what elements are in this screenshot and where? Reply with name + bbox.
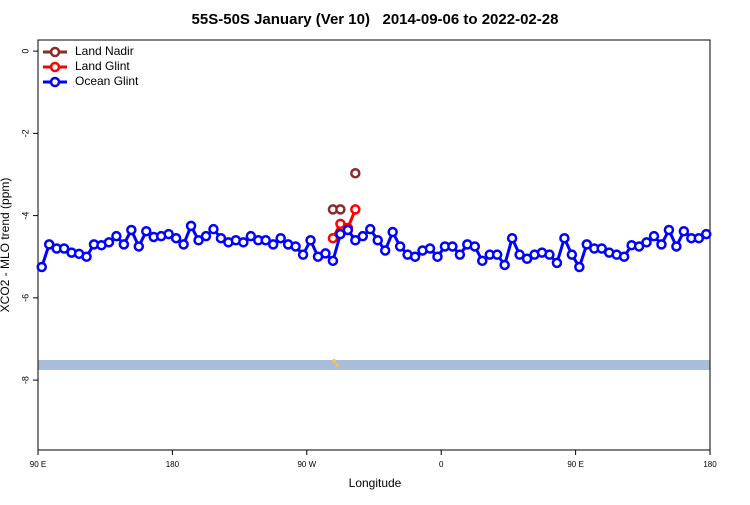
data-point: [574, 261, 585, 273]
data-point: [499, 259, 510, 271]
data-point: [648, 230, 660, 242]
data-point: [43, 239, 55, 250]
data-point: [618, 251, 630, 262]
x-tick-label: 0: [439, 460, 444, 469]
data-point: [350, 235, 361, 246]
data-point: [193, 235, 204, 246]
y-axis-label: XCO2 - MLO trend (ppm): [0, 178, 12, 313]
data-point: [267, 239, 279, 250]
data-point: [447, 241, 458, 252]
legend-marker: [49, 61, 61, 73]
data-point: [514, 249, 525, 260]
data-point: [387, 226, 398, 238]
data-point: [596, 243, 607, 254]
band-dot: [335, 363, 339, 367]
x-tick-label: 90 E: [567, 460, 583, 469]
data-point: [357, 230, 369, 242]
data-point: [200, 230, 212, 242]
legend-marker: [49, 46, 61, 58]
data-point: [111, 230, 122, 242]
chart-title: 55S-50S January (Ver 10) 2014-09-06 to 2…: [192, 11, 559, 28]
data-point: [163, 228, 174, 240]
data-point: [275, 232, 286, 244]
y-tick-label: -4: [20, 212, 30, 220]
data-point: [454, 249, 466, 260]
data-point: [133, 241, 145, 252]
legend-label: Land Nadir: [75, 44, 134, 58]
x-tick-label: 90 E: [30, 460, 46, 469]
y-tick-label: -8: [20, 376, 30, 384]
data-point: [544, 249, 555, 260]
data-point: [432, 251, 443, 262]
data-point: [693, 232, 705, 244]
data-point: [342, 224, 354, 236]
data-point: [260, 235, 271, 246]
data-point: [103, 237, 115, 248]
data-point: [581, 239, 593, 250]
data-point: [559, 232, 570, 244]
data-point: [185, 220, 197, 232]
data-point: [335, 204, 346, 215]
data-point: [335, 218, 346, 230]
data-point: [335, 228, 346, 240]
data-point: [215, 232, 227, 244]
data-point: [372, 235, 383, 246]
data-point: [671, 241, 682, 252]
data-point: [477, 255, 488, 267]
data-point: [305, 235, 316, 246]
data-point: [327, 232, 339, 244]
legend-label: Land Glint: [75, 59, 130, 73]
data-point: [424, 243, 436, 254]
data-point: [327, 255, 339, 267]
data-point: [656, 239, 667, 250]
data-point: [36, 261, 47, 273]
data-point: [394, 241, 406, 252]
x-tick-label: 180: [166, 460, 180, 469]
y-tick-label: 0: [20, 49, 30, 54]
data-point: [551, 257, 563, 269]
data-point: [701, 228, 712, 240]
x-tick-label: 90 W: [297, 460, 316, 469]
data-point: [170, 232, 182, 244]
plot-frame: [37, 39, 711, 451]
data-point: [409, 251, 421, 262]
data-point: [469, 241, 481, 252]
data-point: [663, 224, 675, 236]
data-point: [141, 225, 152, 237]
data-point: [678, 225, 690, 237]
y-tick-label: -6: [20, 294, 30, 302]
data-point: [521, 253, 533, 265]
legend-label: Ocean Glint: [75, 74, 139, 88]
band-dot: [332, 359, 336, 363]
data-point: [633, 241, 645, 252]
data-point: [297, 249, 309, 260]
data-point: [238, 237, 249, 248]
data-point: [290, 241, 301, 252]
legend-marker: [49, 76, 61, 88]
data-point: [641, 237, 652, 248]
data-point: [365, 223, 376, 235]
x-axis-label: Longitude: [349, 476, 402, 490]
data-point: [379, 245, 391, 256]
data-point: [506, 232, 518, 244]
data-point: [320, 248, 331, 259]
y-tick-label: -2: [20, 129, 30, 137]
x-tick-label: 180: [703, 460, 717, 469]
data-point: [126, 224, 137, 236]
data-point: [491, 249, 503, 260]
data-point: [350, 167, 361, 179]
data-point: [208, 223, 219, 235]
surface-band: [38, 360, 710, 370]
data-point: [350, 204, 361, 215]
data-point: [245, 230, 257, 242]
data-point: [58, 243, 70, 254]
data-point: [118, 239, 130, 250]
data-point: [81, 251, 92, 262]
data-point: [178, 239, 189, 250]
data-point: [566, 249, 578, 260]
